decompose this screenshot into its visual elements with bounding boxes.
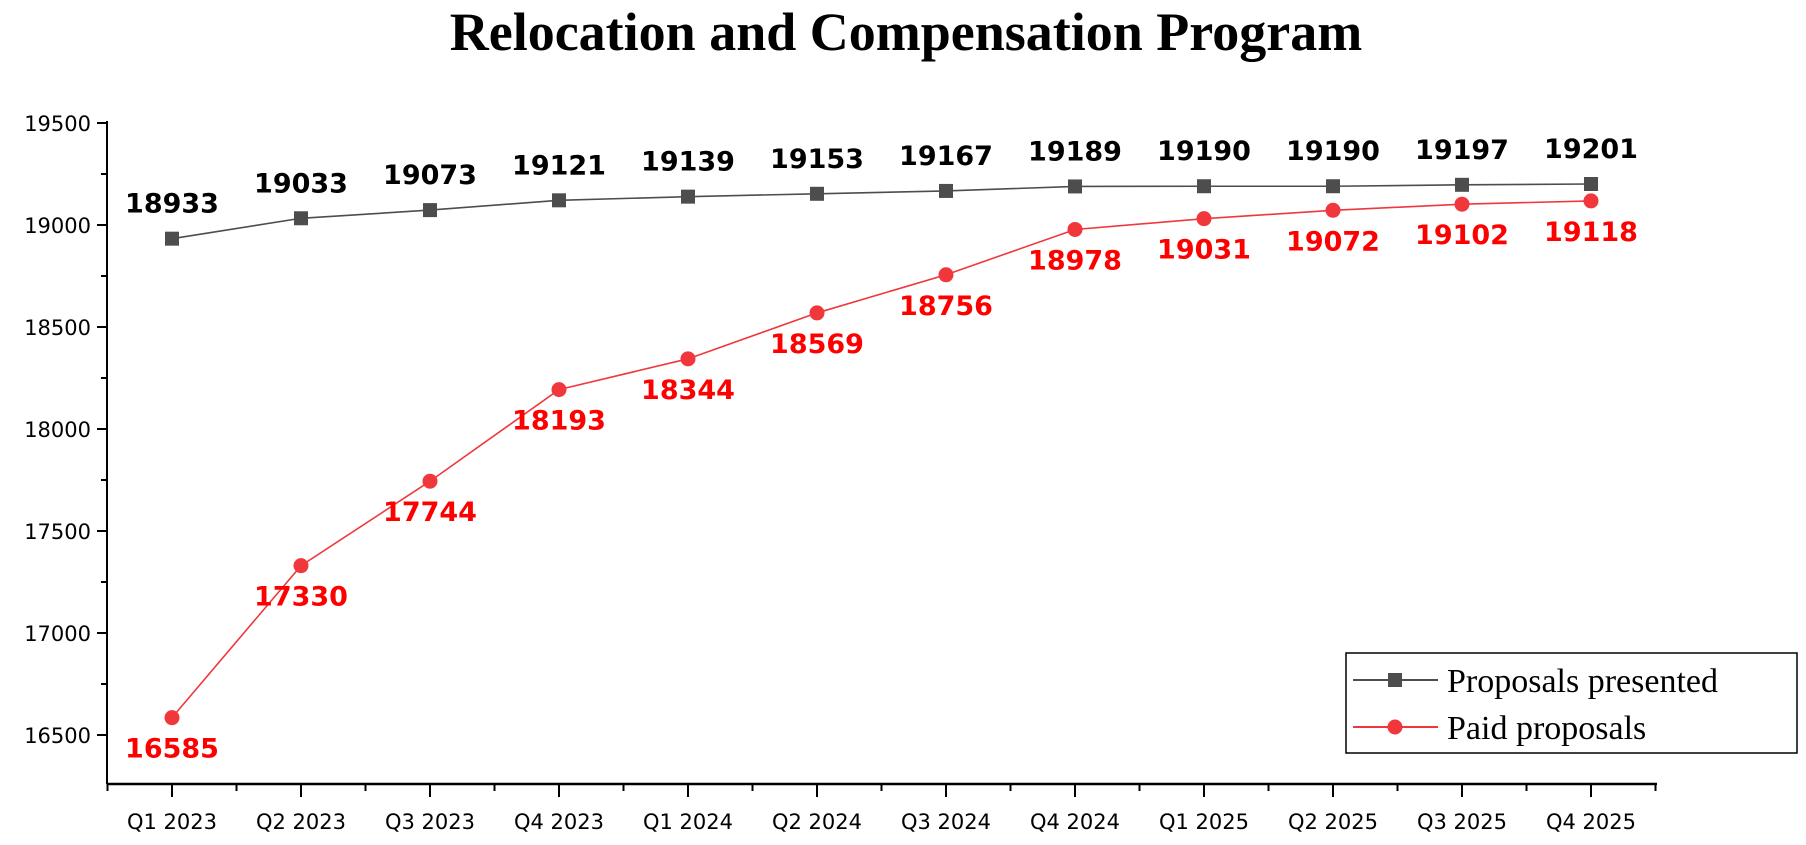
data-label: 19189 — [1028, 136, 1122, 167]
x-tick-label: Q3 2025 — [1417, 810, 1507, 834]
legend-square-marker — [1388, 673, 1402, 687]
data-label: 19190 — [1286, 136, 1380, 167]
data-label: 18933 — [125, 189, 219, 220]
y-tick-label: 19000 — [24, 214, 91, 238]
data-label: 17744 — [383, 497, 477, 528]
data-label: 19121 — [512, 150, 606, 181]
data-label: 19073 — [383, 160, 477, 191]
data-point — [1068, 179, 1082, 194]
data-point — [1584, 176, 1598, 191]
data-label: 19167 — [899, 141, 993, 172]
data-label: 18193 — [512, 406, 606, 437]
chart-title: Relocation and Compensation Program — [450, 2, 1363, 62]
data-point — [810, 186, 824, 201]
x-tick-label: Q2 2025 — [1288, 810, 1378, 834]
data-label: 19153 — [770, 144, 864, 175]
x-tick-label: Q4 2024 — [1030, 810, 1120, 834]
data-label: 19031 — [1157, 235, 1251, 266]
data-point — [164, 710, 180, 726]
data-point — [938, 267, 954, 283]
legend-label: Proposals presented — [1447, 663, 1718, 700]
y-tick-label: 19500 — [24, 112, 91, 136]
data-point — [552, 193, 566, 208]
series-paid-proposals: 16585 17330 17744 18193 18344 18569 18756 18978… — [125, 193, 1638, 765]
data-point — [293, 558, 309, 574]
data-point — [681, 189, 695, 204]
data-point — [423, 203, 437, 218]
y-tick-label: 17500 — [24, 520, 91, 544]
data-label: 19201 — [1544, 134, 1638, 165]
data-label: 16585 — [125, 734, 219, 765]
data-label: 17330 — [254, 582, 348, 613]
data-label: 19102 — [1415, 220, 1509, 251]
legend-label: Paid proposals — [1447, 710, 1646, 747]
x-tick-label: Q2 2024 — [772, 810, 862, 834]
legend: Proposals presented Paid proposals — [1345, 652, 1798, 754]
x-tick-label: Q4 2023 — [514, 810, 604, 834]
y-tick-label: 16500 — [24, 724, 91, 748]
series-line — [171, 183, 1592, 240]
data-label: 18756 — [899, 291, 993, 322]
data-point — [165, 231, 179, 246]
y-tick-label: 18500 — [24, 316, 91, 340]
data-point — [939, 183, 953, 198]
data-label: 18569 — [770, 329, 864, 360]
data-label: 19072 — [1286, 226, 1380, 257]
x-tick-label: Q1 2025 — [1159, 810, 1249, 834]
data-label: 18344 — [641, 375, 735, 406]
series-proposals-presented: 18933 19033 19073 19121 19139 19153 19167 19189… — [125, 134, 1638, 246]
data-point — [1325, 202, 1341, 218]
x-tick-label: Q1 2023 — [127, 810, 217, 834]
data-label: 19190 — [1157, 136, 1251, 167]
x-tick-label: Q2 2023 — [256, 810, 346, 834]
data-label: 18978 — [1028, 245, 1122, 276]
series-line — [171, 200, 1592, 719]
data-point — [1067, 221, 1083, 237]
data-label: 19118 — [1544, 217, 1638, 248]
legend-box — [1345, 652, 1798, 754]
x-tick-label: Q4 2025 — [1546, 810, 1636, 834]
data-point — [294, 211, 308, 226]
data-point — [809, 305, 825, 321]
data-label: 19139 — [641, 147, 735, 178]
data-point — [1196, 211, 1212, 227]
data-point — [1197, 179, 1211, 194]
data-point — [551, 382, 567, 398]
x-tick-label: Q3 2023 — [385, 810, 475, 834]
data-label: 19033 — [254, 168, 348, 199]
x-tick-label: Q1 2024 — [643, 810, 733, 834]
y-tick-label: 18000 — [24, 418, 91, 442]
data-point — [1454, 196, 1470, 212]
data-point — [1583, 193, 1599, 209]
legend-circle-marker — [1387, 719, 1403, 735]
x-tick-label: Q3 2024 — [901, 810, 991, 834]
data-point — [422, 473, 438, 489]
data-point — [1326, 179, 1340, 194]
data-point — [1455, 177, 1469, 192]
y-tick-label: 17000 — [24, 622, 91, 646]
data-label: 19197 — [1415, 135, 1509, 166]
data-point — [680, 351, 696, 367]
